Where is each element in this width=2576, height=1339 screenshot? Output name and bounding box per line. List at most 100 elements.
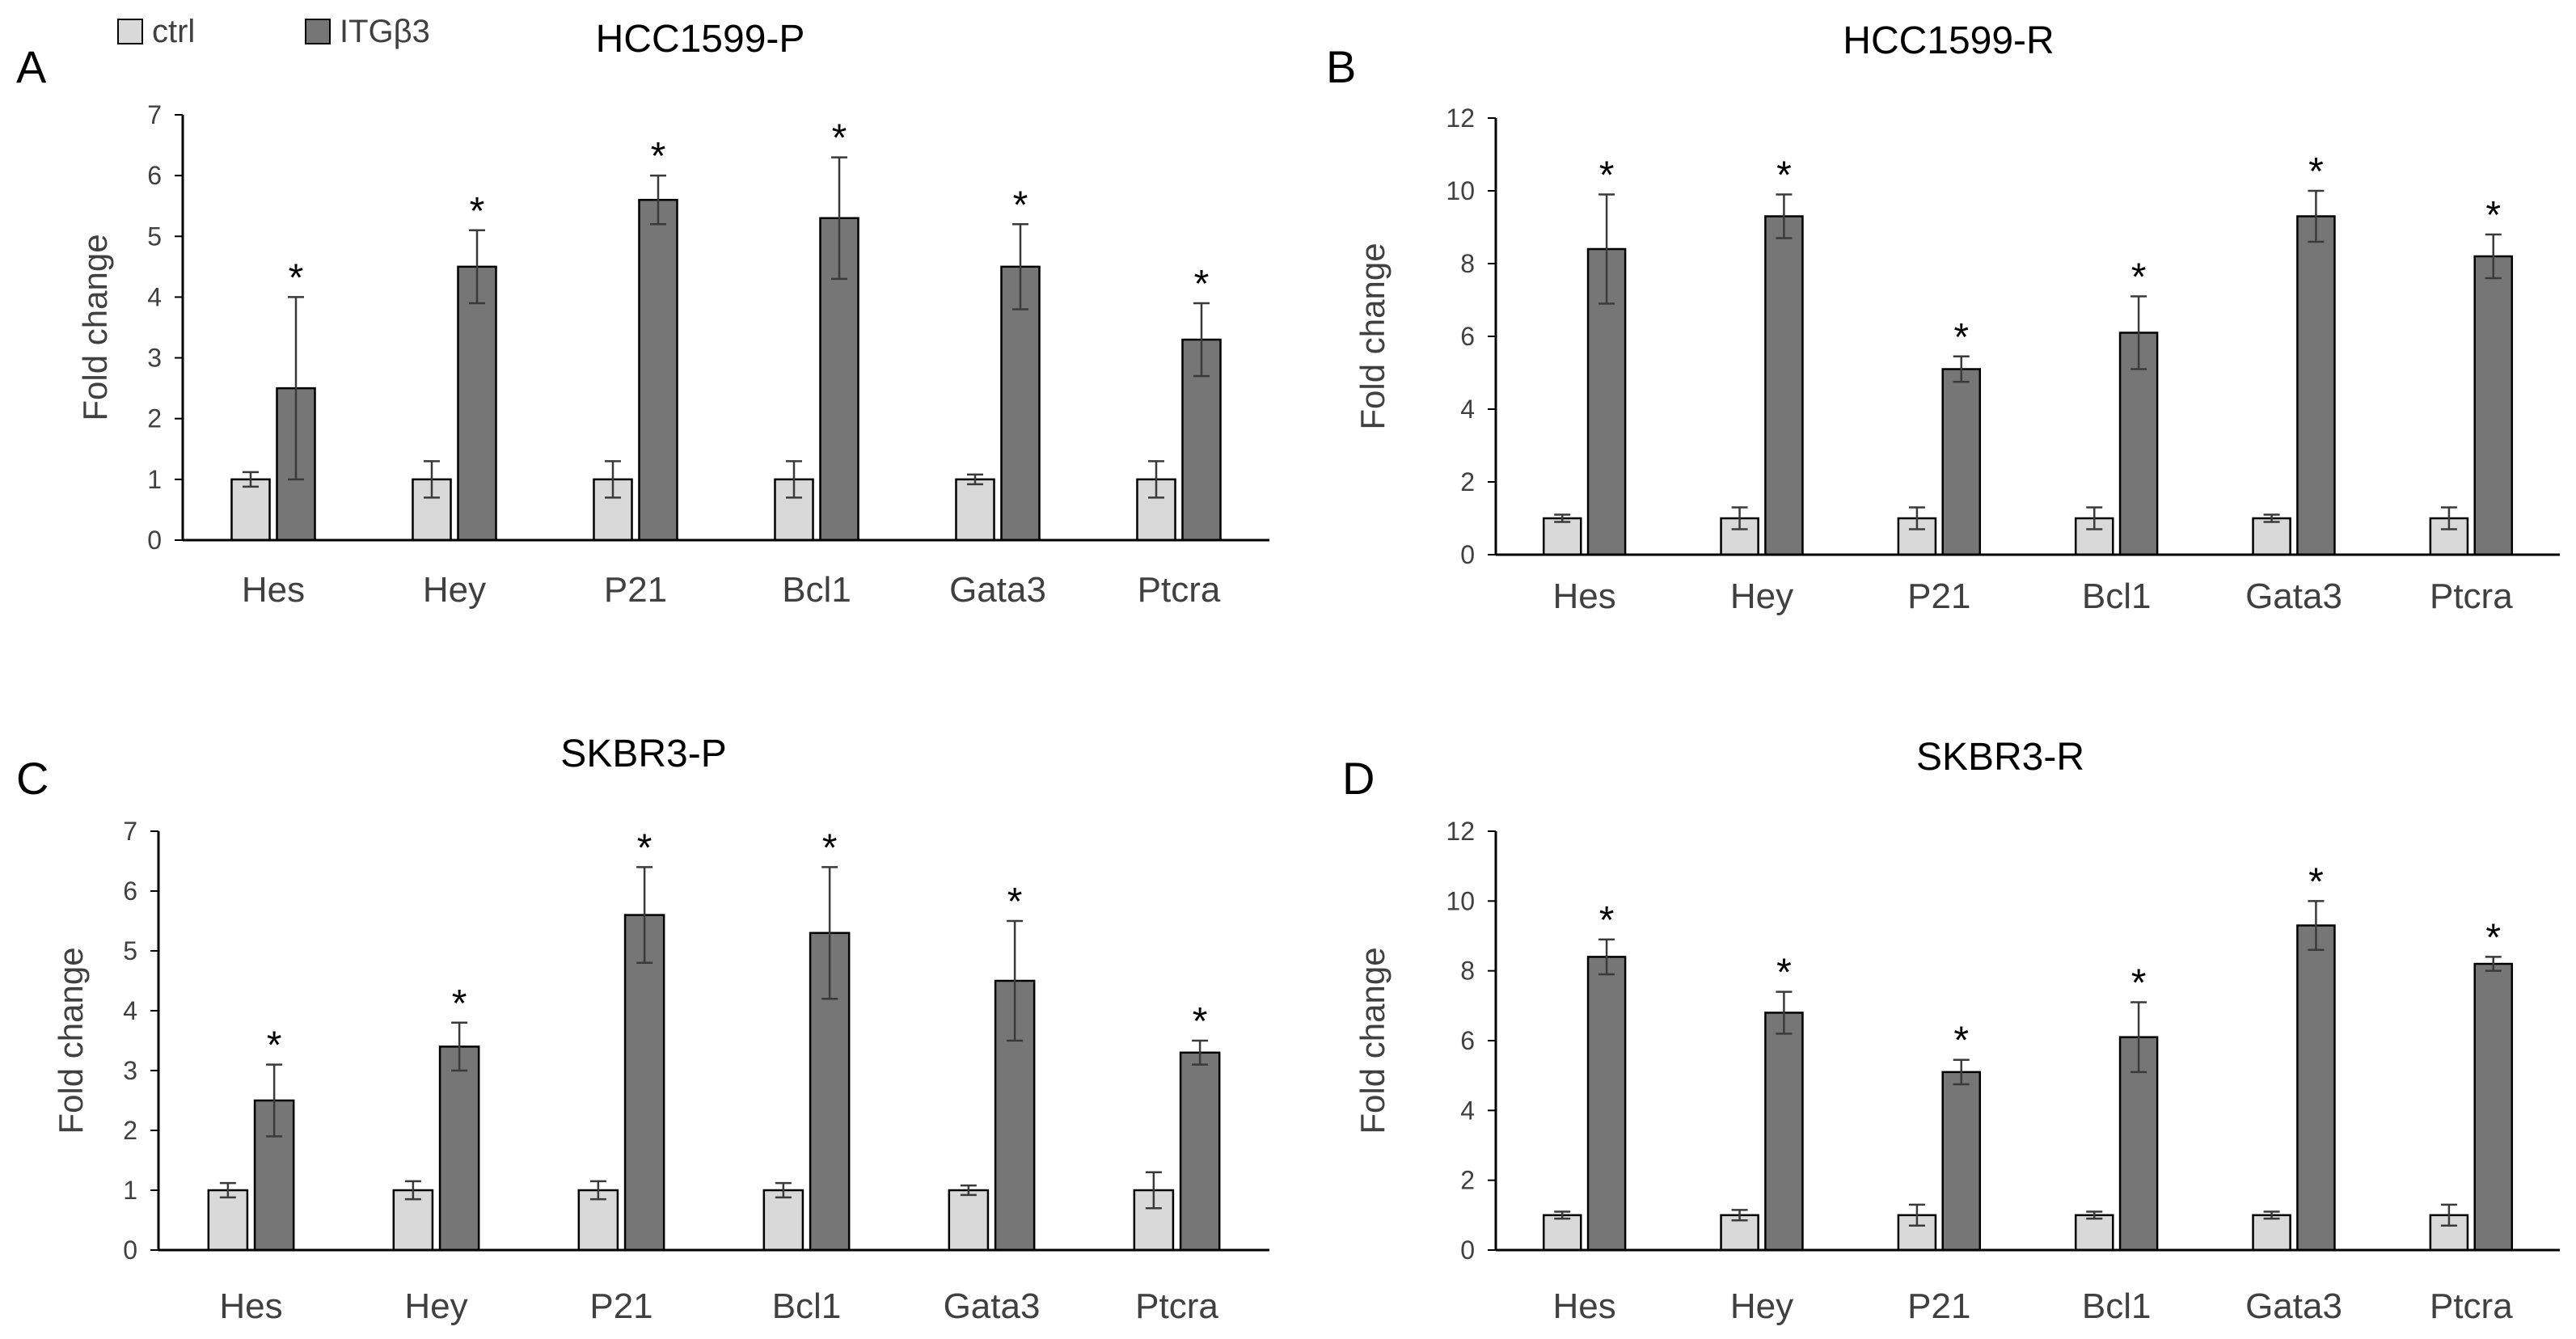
y-tick-label: 12 <box>1446 817 1475 846</box>
x-category-label: Hey <box>1730 577 1793 616</box>
significance-star: * <box>651 135 666 178</box>
significance-star: * <box>1194 263 1210 306</box>
bar-itgb3 <box>457 265 497 542</box>
y-tick-label: 4 <box>1460 1096 1475 1125</box>
legend-ctrl-label: ctrl <box>152 14 195 49</box>
significance-star: * <box>2308 860 2324 903</box>
x-category-label: Bcl1 <box>772 1286 842 1326</box>
legend: ctrl ITGβ3 <box>117 14 430 49</box>
bar-itgb3 <box>1941 368 1982 556</box>
bar-ctrl <box>1542 517 1582 556</box>
panel-letter-a: A <box>16 41 47 92</box>
y-axis-title: Fold change <box>76 234 114 420</box>
significance-star: * <box>1013 184 1028 226</box>
y-tick-label: 0 <box>123 1236 137 1265</box>
bar-itgb3 <box>1764 1012 1804 1252</box>
significance-star: * <box>1776 154 1792 197</box>
x-category-label: Ptcra <box>1135 1286 1218 1326</box>
significance-star: * <box>1953 316 1969 359</box>
x-category-label: Gata3 <box>949 570 1046 610</box>
y-axis-title: Fold change <box>1353 947 1391 1134</box>
panel-letter-c: C <box>16 753 49 804</box>
legend-itgb3-swatch <box>305 19 331 44</box>
y-tick-label: 0 <box>147 526 162 555</box>
x-category-label: Hes <box>242 570 305 610</box>
y-tick-label: 12 <box>1446 103 1475 133</box>
y-axis-title: Fold change <box>1353 243 1391 429</box>
panel-c-chart: 0 1 2 3 4 5 6 7 Fold change * Hes * Hey * P21 * Bcl1 * Gat… <box>52 817 1269 1326</box>
y-tick-label: 2 <box>123 1116 137 1145</box>
y-tick-label: 4 <box>1460 395 1475 424</box>
y-tick-label: 5 <box>123 936 137 965</box>
y-tick-label: 6 <box>147 161 162 190</box>
significance-star: * <box>1193 1000 1208 1043</box>
significance-star: * <box>1599 154 1615 197</box>
significance-star: * <box>2485 194 2501 237</box>
y-tick-label: 2 <box>1460 467 1475 496</box>
legend-ctrl-swatch <box>117 19 143 44</box>
bar-ctrl <box>1542 1214 1582 1252</box>
x-category-label: Ptcra <box>2430 1286 2513 1326</box>
significance-star: * <box>2308 150 2324 193</box>
y-tick-label: 4 <box>123 996 137 1025</box>
x-category-label: Hes <box>219 1286 282 1326</box>
bar-ctrl <box>948 1189 990 1252</box>
y-axis-title: Fold change <box>52 947 90 1134</box>
bar-itgb3 <box>638 198 678 542</box>
significance-star: * <box>2131 962 2147 1005</box>
x-category-label: Gata3 <box>944 1286 1041 1326</box>
significance-star: * <box>637 826 652 869</box>
y-tick-label: 0 <box>1460 1236 1475 1265</box>
bar-itgb3 <box>1179 1051 1221 1252</box>
y-tick-label: 5 <box>147 222 162 251</box>
bar-itgb3 <box>2296 215 2336 556</box>
bar-ctrl <box>230 478 271 542</box>
chart-title-c: SKBR3-P <box>560 733 726 775</box>
y-tick-label: 3 <box>123 1056 137 1085</box>
bar-itgb3 <box>1000 265 1041 542</box>
significance-star: * <box>1776 952 1792 995</box>
x-category-label: Ptcra <box>2430 577 2513 616</box>
legend-itgb3-label: ITGβ3 <box>340 14 430 49</box>
y-tick-label: 8 <box>1460 957 1475 986</box>
panel-letter-b: B <box>1326 41 1356 92</box>
x-category-label: Hes <box>1553 1286 1616 1326</box>
bar-itgb3 <box>623 914 665 1252</box>
significance-star: * <box>1953 1020 1969 1062</box>
significance-star: * <box>289 256 304 299</box>
y-tick-label: 10 <box>1446 886 1475 915</box>
y-tick-label: 2 <box>147 404 162 433</box>
bar-itgb3 <box>1764 215 1804 556</box>
y-tick-label: 6 <box>123 876 137 906</box>
x-category-label: P21 <box>1907 577 1970 616</box>
x-category-label: Gata3 <box>2245 577 2342 616</box>
y-tick-label: 7 <box>147 100 162 129</box>
x-category-label: Bcl1 <box>2082 1286 2152 1326</box>
bar-ctrl <box>2074 1214 2114 1252</box>
significance-star: * <box>1599 899 1615 942</box>
x-category-label: Hey <box>404 1286 467 1326</box>
y-tick-label: 1 <box>147 465 162 494</box>
bar-itgb3 <box>438 1045 480 1252</box>
y-tick-label: 6 <box>1460 322 1475 351</box>
significance-star: * <box>2485 916 2501 959</box>
bar-ctrl <box>207 1189 249 1252</box>
x-category-label: Hes <box>1553 577 1616 616</box>
significance-star: * <box>822 826 838 869</box>
x-category-label: Bcl1 <box>2082 577 2152 616</box>
y-tick-label: 0 <box>1460 540 1475 569</box>
bar-itgb3 <box>2473 255 2514 556</box>
y-tick-label: 7 <box>123 817 137 846</box>
x-category-label: Bcl1 <box>782 570 851 610</box>
x-category-label: Gata3 <box>2245 1286 2342 1326</box>
panel-d-chart: 0 2 4 6 8 10 12 Fold change * Hes * Hey * P21 * Bcl1 * Ga… <box>1353 817 2560 1326</box>
y-tick-label: 1 <box>123 1176 137 1205</box>
y-tick-label: 3 <box>147 344 162 373</box>
x-category-label: Ptcra <box>1138 570 1221 610</box>
x-category-label: Hey <box>1730 1286 1793 1326</box>
x-category-label: P21 <box>1907 1286 1970 1326</box>
chart-title-b: HCC1599-R <box>1843 19 2054 62</box>
y-tick-label: 2 <box>1460 1166 1475 1195</box>
significance-star: * <box>1007 881 1023 923</box>
